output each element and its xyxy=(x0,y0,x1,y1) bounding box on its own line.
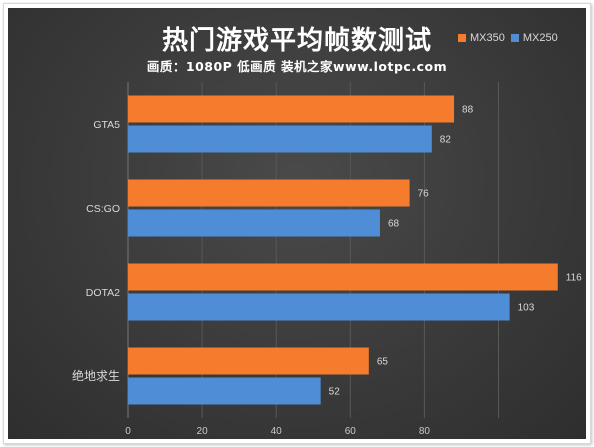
x-tick-label-40: 40 xyxy=(271,426,283,437)
chart-legend: MX350 MX250 xyxy=(458,32,564,44)
category-label-2: DOTA2 xyxy=(86,287,120,299)
data-label-mx250-3: 52 xyxy=(329,387,341,398)
legend-item-mx250: MX250 xyxy=(510,32,558,44)
legend-swatch-mx250 xyxy=(510,34,519,42)
category-label-3: 绝地求生 xyxy=(72,368,120,383)
x-tick-label-80: 80 xyxy=(419,426,431,437)
bar-mx350-3 xyxy=(128,347,369,375)
data-label-mx350-1: 76 xyxy=(418,189,430,200)
bar-mx350-0 xyxy=(128,95,455,123)
legend-swatch-mx350 xyxy=(458,34,466,42)
chart-title: 热门游戏平均帧数测试 xyxy=(161,26,432,56)
legend-item-mx350: MX350 xyxy=(458,32,505,44)
legend-label-mx350: MX350 xyxy=(470,32,505,44)
chart-panel: 热门游戏平均帧数测试 画质：1080P 低画质 装机之家www.lotpc.co… xyxy=(8,8,586,439)
data-label-mx350-2: 116 xyxy=(566,273,582,284)
chart-frame: 热门游戏平均帧数测试 画质：1080P 低画质 装机之家www.lotpc.co… xyxy=(3,3,591,444)
bar-mx250-2 xyxy=(128,293,510,321)
legend-label-mx250: MX250 xyxy=(522,32,558,44)
data-label-mx250-0: 82 xyxy=(440,135,452,146)
x-tick-label-60: 60 xyxy=(345,426,357,437)
data-label-mx250-2: 103 xyxy=(518,303,535,314)
chart-plot-area: 0 20 40 60 80 88 82 GTA5 76 68 CS:GO 116 103 DOTA2 65 5… xyxy=(72,82,582,437)
data-label-mx350-0: 88 xyxy=(462,105,474,116)
data-label-mx250-1: 68 xyxy=(388,219,400,230)
data-label-mx350-3: 65 xyxy=(377,357,389,368)
x-tick-label-0: 0 xyxy=(125,426,131,437)
bar-mx350-1 xyxy=(128,179,410,207)
bar-mx250-3 xyxy=(128,377,321,405)
category-label-0: GTA5 xyxy=(93,119,120,131)
bar-mx250-1 xyxy=(128,209,380,237)
x-tick-label-20: 20 xyxy=(197,426,209,437)
chart-subtitle: 画质：1080P 低画质 装机之家www.lotpc.com xyxy=(146,59,448,74)
bar-mx350-2 xyxy=(128,263,558,291)
category-label-1: CS:GO xyxy=(86,203,120,215)
bar-mx250-0 xyxy=(128,125,432,153)
